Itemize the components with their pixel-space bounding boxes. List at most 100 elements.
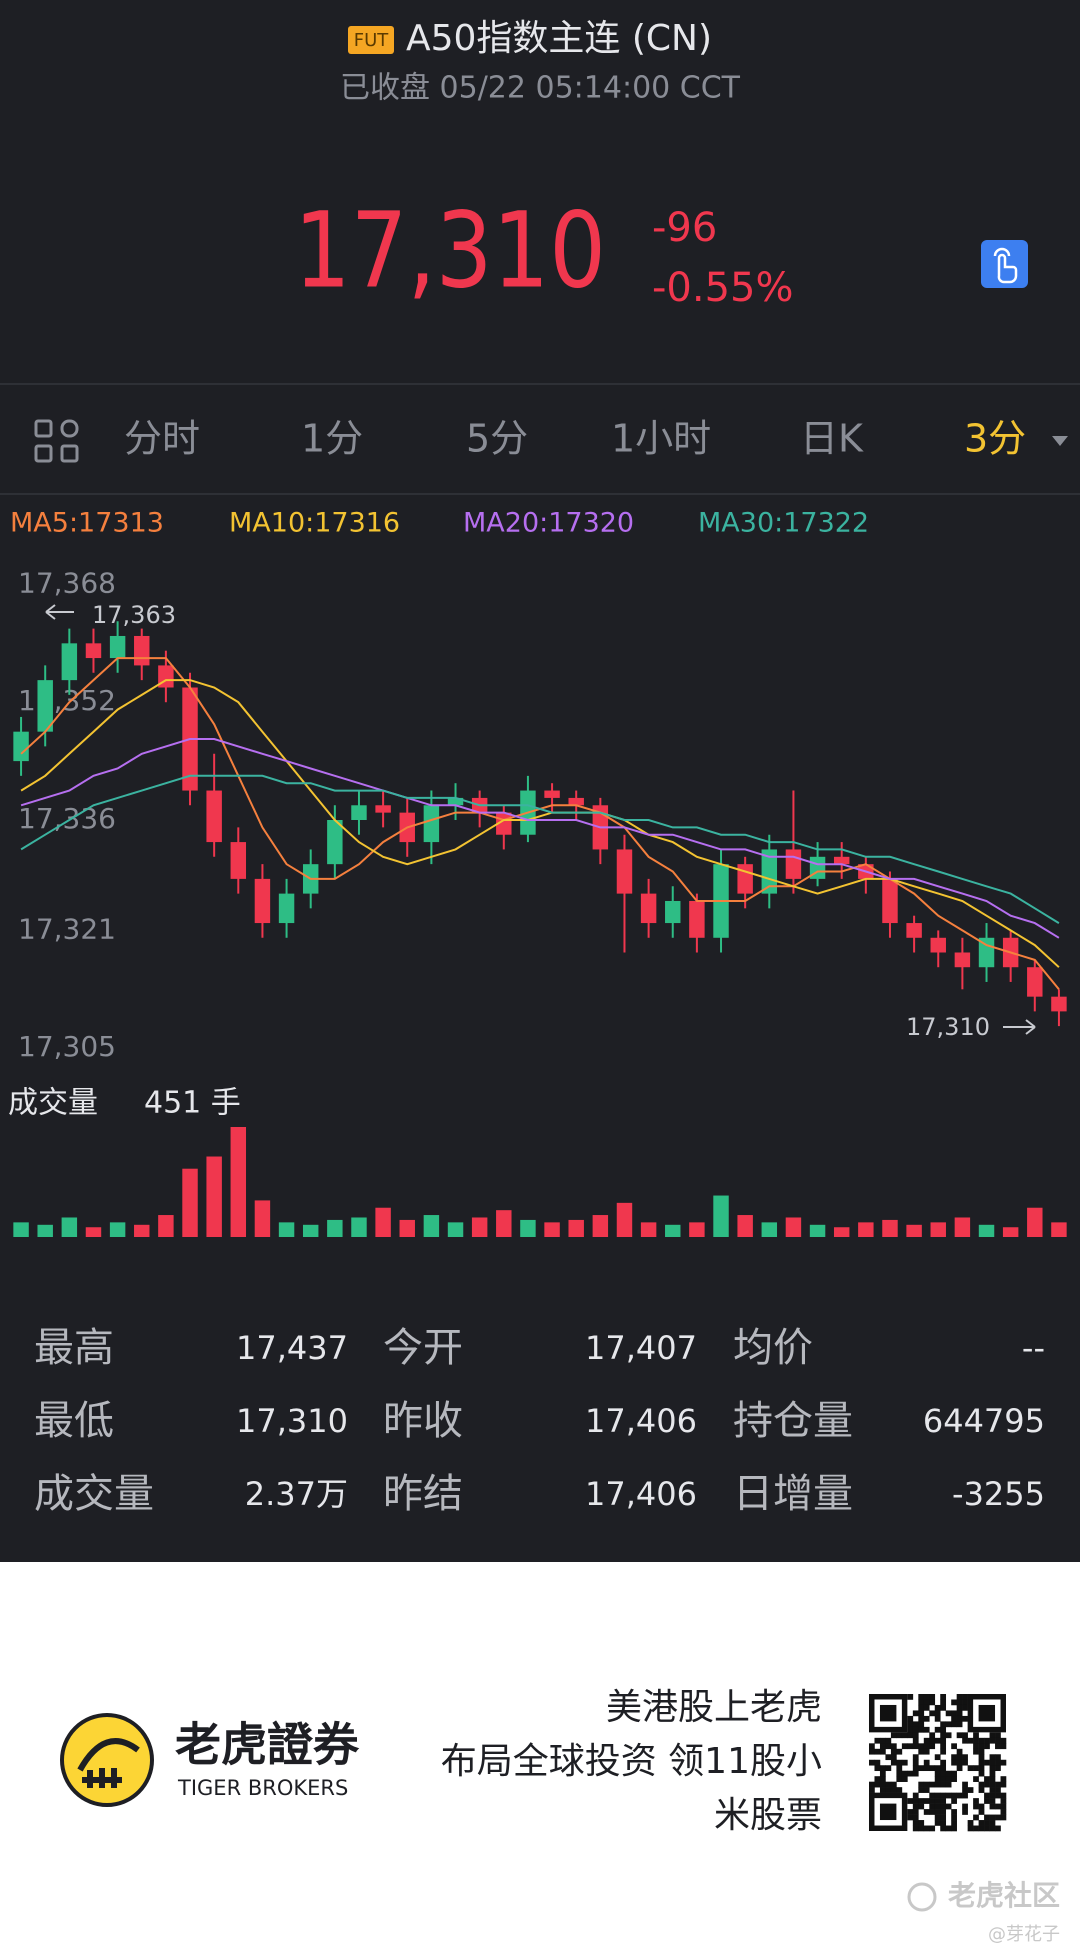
- qr-cell: [995, 1814, 1001, 1821]
- volume-bar: [496, 1210, 512, 1237]
- price: 17,310: [294, 189, 606, 311]
- qr-cell: [967, 1825, 974, 1832]
- layout-icon[interactable]: [34, 419, 79, 463]
- qr-cell: [923, 1787, 930, 1793]
- qr-cell: [934, 1726, 941, 1733]
- qr-cell: [890, 1781, 897, 1788]
- tab[interactable]: 1小时: [611, 417, 711, 461]
- qr-cell: [973, 1798, 979, 1804]
- qr-cell: [890, 1732, 897, 1739]
- qr-cell: [923, 1781, 930, 1788]
- qr-cell: [934, 1781, 941, 1788]
- qr-cell: [918, 1820, 925, 1826]
- qr-cell: [874, 1759, 881, 1766]
- qr-cell: [973, 1737, 979, 1744]
- qr-cell: [929, 1765, 936, 1772]
- qr-cell: [940, 1803, 947, 1810]
- candle-body: [327, 820, 343, 865]
- qr-cell: [956, 1765, 963, 1772]
- qr-cell: [1000, 1776, 1007, 1782]
- qr-cell: [923, 1699, 930, 1706]
- qr-cell: [945, 1825, 952, 1832]
- ma-legend: MA10:17316: [229, 508, 400, 539]
- qr-cell: [896, 1732, 903, 1739]
- tab-dropdown[interactable]: [1052, 436, 1068, 446]
- volume-bar: [809, 1224, 826, 1237]
- qr-cell: [978, 1825, 985, 1832]
- volume-bar: [954, 1217, 971, 1237]
- qr-cell: [940, 1721, 947, 1728]
- stat-label: 最低: [34, 1398, 114, 1444]
- qr-cell: [978, 1765, 985, 1772]
- qr-cell: [912, 1732, 919, 1739]
- tab[interactable]: 3分: [964, 417, 1026, 461]
- logo-mark: [77, 1738, 140, 1788]
- candle-body: [109, 635, 126, 659]
- qr-cell: [869, 1743, 875, 1750]
- tab[interactable]: 5分: [466, 417, 528, 461]
- qr-cell: [918, 1704, 925, 1711]
- qr-cell: [940, 1699, 947, 1706]
- title: A50指数主连 (CN): [406, 18, 712, 59]
- qr-cell: [940, 1732, 947, 1739]
- qr-cell: [962, 1803, 968, 1810]
- qr-cell: [901, 1770, 908, 1777]
- layout-icon-part[interactable]: [34, 419, 53, 438]
- tab[interactable]: 分时: [124, 417, 200, 461]
- qr-cell: [1000, 1814, 1007, 1821]
- qr-cell: [989, 1770, 996, 1777]
- volume-bar: [665, 1224, 681, 1237]
- qr-cell: [973, 1732, 979, 1739]
- volume-bar: [230, 1127, 247, 1237]
- qr-cell: [934, 1798, 941, 1804]
- qr-cell: [929, 1798, 936, 1804]
- volume-bar: [544, 1222, 560, 1237]
- qr-finder: [967, 1693, 1007, 1733]
- volume-bar: [689, 1222, 705, 1237]
- qr-cell: [869, 1781, 875, 1788]
- qr-cell: [995, 1803, 1001, 1810]
- layout-icon-part[interactable]: [60, 419, 79, 438]
- qr-cell: [929, 1737, 936, 1744]
- qr-cell: [951, 1715, 957, 1722]
- volume-bar: [13, 1222, 29, 1237]
- qr-cell: [989, 1754, 996, 1761]
- qr-cell: [951, 1770, 957, 1777]
- fut-badge: [348, 26, 394, 54]
- layout-icon-part[interactable]: [34, 444, 53, 463]
- candle-body: [785, 849, 802, 879]
- qr-cell: [978, 1781, 985, 1788]
- qr-cell: [951, 1699, 957, 1706]
- ma-legend: MA20:17320: [463, 508, 634, 539]
- qr-cell: [951, 1710, 957, 1717]
- qr-cell: [934, 1737, 941, 1744]
- volume-bar: [978, 1224, 995, 1237]
- candle-body: [544, 790, 560, 798]
- layout-icon-part[interactable]: [60, 444, 79, 463]
- tab[interactable]: 日K: [800, 417, 864, 461]
- candle-body: [761, 849, 778, 894]
- volume-bar: [134, 1224, 150, 1237]
- qr-cell: [973, 1776, 979, 1782]
- qr-cell: [874, 1765, 881, 1772]
- qr-cell: [995, 1787, 1001, 1793]
- qr-cell: [940, 1704, 947, 1711]
- qr-cell: [879, 1776, 886, 1782]
- touch-icon[interactable]: [993, 247, 1018, 284]
- qr-cell: [962, 1781, 968, 1788]
- qr-cell: [879, 1748, 886, 1755]
- qr-cell: [962, 1754, 968, 1761]
- qr-cell: [918, 1726, 925, 1733]
- qr-cell: [940, 1737, 947, 1744]
- touch-button[interactable]: [981, 240, 1028, 288]
- qr-cell: [929, 1694, 936, 1700]
- ma-line: [20, 679, 1060, 968]
- tab[interactable]: 1分: [301, 417, 363, 461]
- volume-value: 451 手: [144, 1086, 241, 1121]
- qr-cell: [912, 1820, 919, 1826]
- qr-cell: [956, 1715, 963, 1722]
- qr-cell: [1000, 1743, 1007, 1750]
- candle-body: [423, 805, 440, 843]
- ma-legend: MA5:17313: [10, 508, 164, 539]
